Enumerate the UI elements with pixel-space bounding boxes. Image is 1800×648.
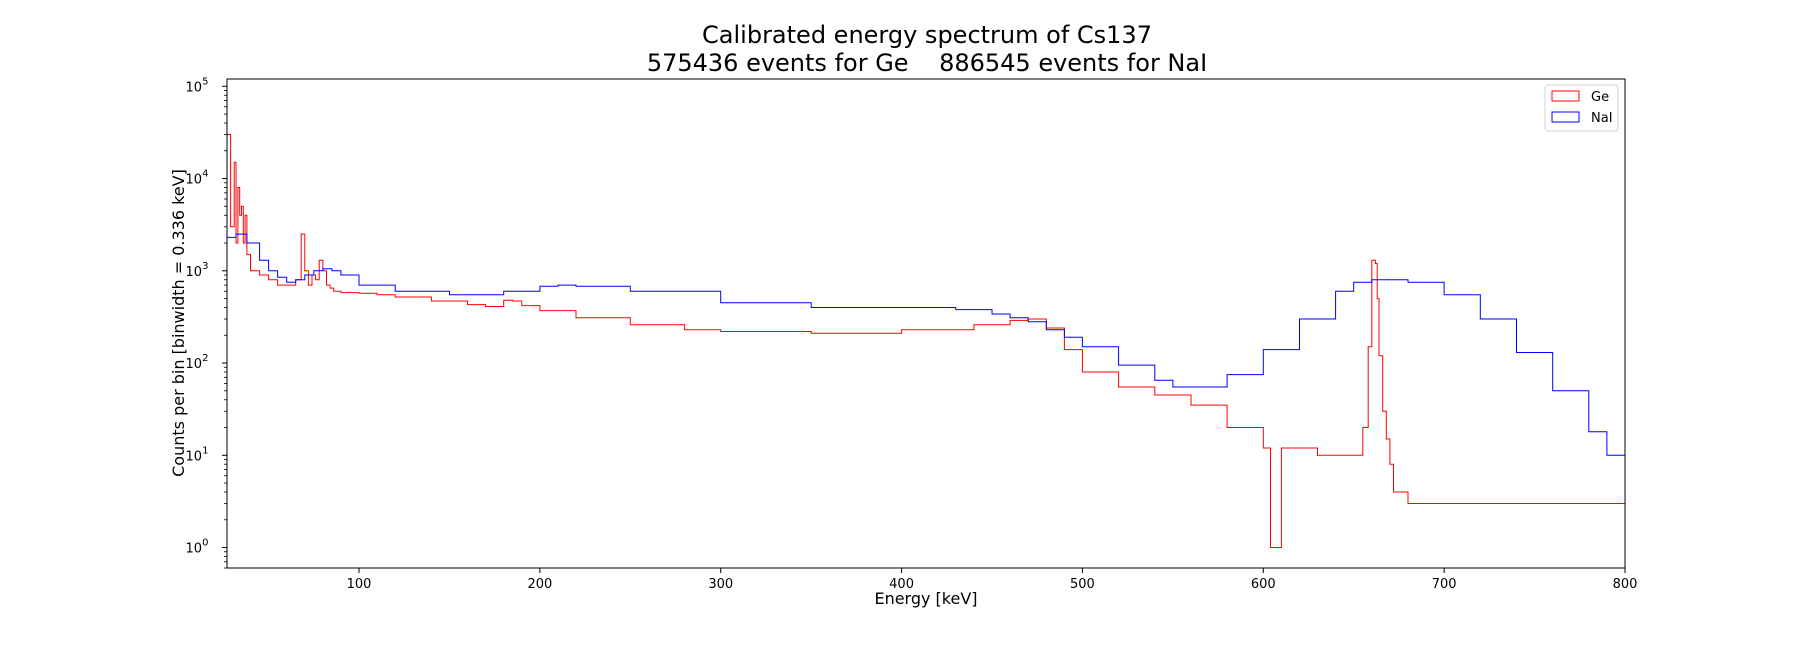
- y-axis: 100 101 102 103 104 105: [186, 76, 227, 569]
- x-tick-label: 800: [1613, 577, 1638, 592]
- chart-subtitle: 575436 events for Ge 886545 events for N…: [647, 49, 1207, 77]
- legend-box: [1544, 84, 1619, 132]
- y-tick-label: 103: [186, 261, 209, 280]
- plot-frame: [226, 78, 1626, 569]
- legend-swatch-nai: [1551, 111, 1580, 123]
- y-tick-label: 104: [186, 169, 209, 188]
- x-tick-label: 700: [1432, 577, 1457, 592]
- x-tick-label: 300: [708, 577, 733, 592]
- y-axis-label: Counts per bin [binwidth = 0.336 keV]: [169, 169, 188, 477]
- y-tick-label: 100: [186, 538, 209, 557]
- series-ge: [227, 134, 1625, 548]
- y-tick-label: 105: [186, 76, 209, 95]
- y-tick-label: 102: [186, 353, 209, 372]
- legend-label-ge: Ge: [1591, 90, 1609, 105]
- legend-swatch-ge: [1551, 90, 1580, 102]
- x-axis: 100 200 300 400 500 600 700 800: [347, 568, 1638, 592]
- x-tick-label: 400: [889, 577, 914, 592]
- legend-label-nai: NaI: [1591, 111, 1613, 126]
- series-nai: [227, 233, 1625, 484]
- series-layer: [227, 134, 1625, 548]
- y-tick-label: 101: [186, 445, 209, 464]
- x-tick-label: 100: [347, 577, 372, 592]
- x-tick-label: 600: [1251, 577, 1276, 592]
- chart-title: Calibrated energy spectrum of Cs137: [702, 21, 1152, 49]
- legend: Ge NaI: [1544, 84, 1619, 132]
- x-tick-label: 500: [1070, 577, 1095, 592]
- x-axis-label: Energy [keV]: [874, 589, 977, 608]
- x-tick-label: 200: [527, 577, 552, 592]
